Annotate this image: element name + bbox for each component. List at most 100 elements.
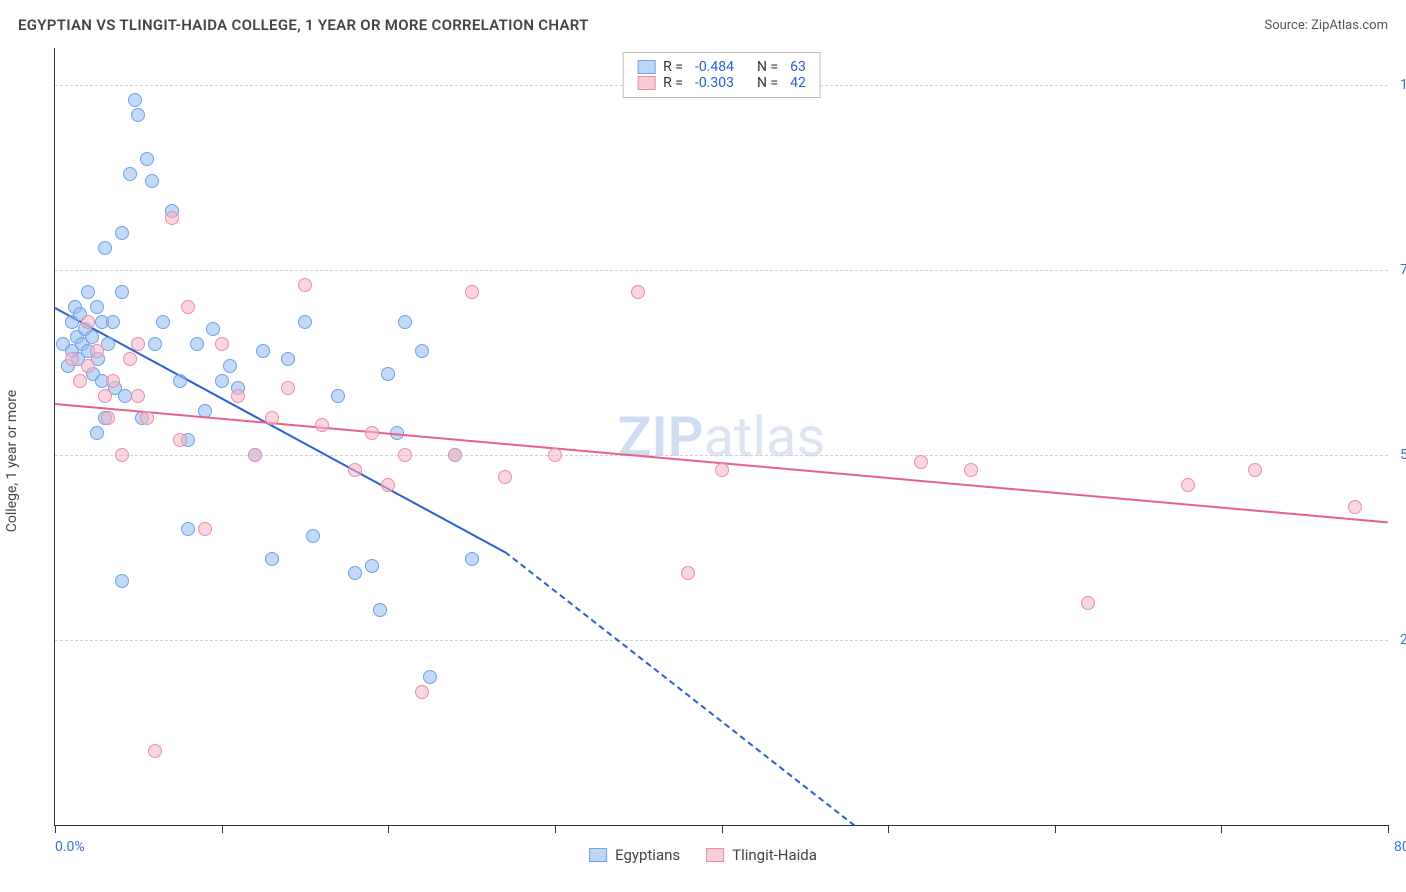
data-point	[131, 108, 145, 122]
x-tick	[222, 825, 223, 833]
data-point	[365, 559, 379, 573]
data-point	[128, 93, 142, 107]
data-point	[498, 470, 512, 484]
data-point	[381, 478, 395, 492]
data-point	[115, 574, 129, 588]
data-point	[140, 411, 154, 425]
data-point	[331, 389, 345, 403]
data-point	[106, 315, 120, 329]
x-tick	[555, 825, 556, 833]
legend-r-label: R =	[663, 75, 683, 91]
x-tick	[1388, 825, 1389, 833]
data-point	[85, 330, 99, 344]
data-point	[281, 381, 295, 395]
data-point	[348, 463, 362, 477]
data-point	[231, 389, 245, 403]
data-point	[381, 367, 395, 381]
data-point	[81, 285, 95, 299]
data-point	[1348, 500, 1362, 514]
data-point	[398, 315, 412, 329]
data-point	[173, 433, 187, 447]
legend-series: Egyptians Tlingit-Haida	[589, 846, 817, 864]
data-point	[190, 337, 204, 351]
data-point	[118, 389, 132, 403]
data-point	[148, 337, 162, 351]
data-point	[265, 552, 279, 566]
x-tick	[722, 825, 723, 833]
data-point	[148, 744, 162, 758]
y-axis-label: College, 1 year or more	[4, 390, 20, 532]
legend-swatch	[589, 848, 607, 862]
regression-line-dashed	[504, 551, 855, 826]
data-point	[181, 522, 195, 536]
legend-stat-row: R =-0.303 N =42	[637, 75, 806, 91]
data-point	[415, 344, 429, 358]
data-point	[448, 448, 462, 462]
legend-stat-row: R =-0.484 N =63	[637, 59, 806, 75]
regression-line	[55, 307, 506, 553]
data-point	[115, 448, 129, 462]
data-point	[181, 300, 195, 314]
data-point	[223, 359, 237, 373]
data-point	[90, 300, 104, 314]
data-point	[373, 603, 387, 617]
data-point	[423, 670, 437, 684]
data-point	[465, 285, 479, 299]
data-point	[465, 552, 479, 566]
data-point	[715, 463, 729, 477]
data-point	[101, 411, 115, 425]
data-point	[123, 352, 137, 366]
x-tick	[1055, 825, 1056, 833]
data-point	[398, 448, 412, 462]
data-point	[315, 418, 329, 432]
data-point	[206, 322, 220, 336]
y-tick-label: 100.0%	[1390, 77, 1406, 93]
legend-swatch	[637, 60, 655, 74]
data-point	[131, 389, 145, 403]
x-tick-label: 80.0%	[1390, 839, 1406, 855]
x-tick	[888, 825, 889, 833]
data-point	[914, 455, 928, 469]
x-tick	[1221, 825, 1222, 833]
x-tick-label: 0.0%	[55, 839, 85, 855]
data-point	[964, 463, 978, 477]
data-point	[81, 315, 95, 329]
legend-r-label: R =	[663, 59, 683, 75]
data-point	[115, 285, 129, 299]
data-point	[98, 241, 112, 255]
data-point	[173, 374, 187, 388]
data-point	[365, 426, 379, 440]
legend-n-label: N =	[757, 75, 778, 91]
legend-series-item: Tlingit-Haida	[706, 846, 817, 864]
data-point	[1181, 478, 1195, 492]
data-point	[98, 389, 112, 403]
data-point	[81, 359, 95, 373]
data-point	[348, 566, 362, 580]
gridline	[55, 640, 1388, 641]
source-attribution: Source: ZipAtlas.com	[1264, 18, 1388, 33]
data-point	[156, 315, 170, 329]
data-point	[215, 337, 229, 351]
data-point	[131, 337, 145, 351]
x-tick	[55, 825, 56, 833]
y-tick-label: 50.0%	[1390, 447, 1406, 463]
legend-series-item: Egyptians	[589, 846, 680, 864]
data-point	[298, 315, 312, 329]
data-point	[306, 529, 320, 543]
legend-n-value: 42	[790, 75, 806, 91]
y-tick-label: 75.0%	[1390, 262, 1406, 278]
legend-n-value: 63	[790, 59, 806, 75]
data-point	[106, 374, 120, 388]
data-point	[123, 167, 137, 181]
legend-r-value: -0.484	[695, 59, 734, 75]
data-point	[90, 344, 104, 358]
data-point	[115, 226, 129, 240]
data-point	[548, 448, 562, 462]
legend-swatch	[706, 848, 724, 862]
data-point	[631, 285, 645, 299]
data-point	[415, 685, 429, 699]
data-point	[1081, 596, 1095, 610]
data-point	[256, 344, 270, 358]
data-point	[281, 352, 295, 366]
x-tick	[388, 825, 389, 833]
